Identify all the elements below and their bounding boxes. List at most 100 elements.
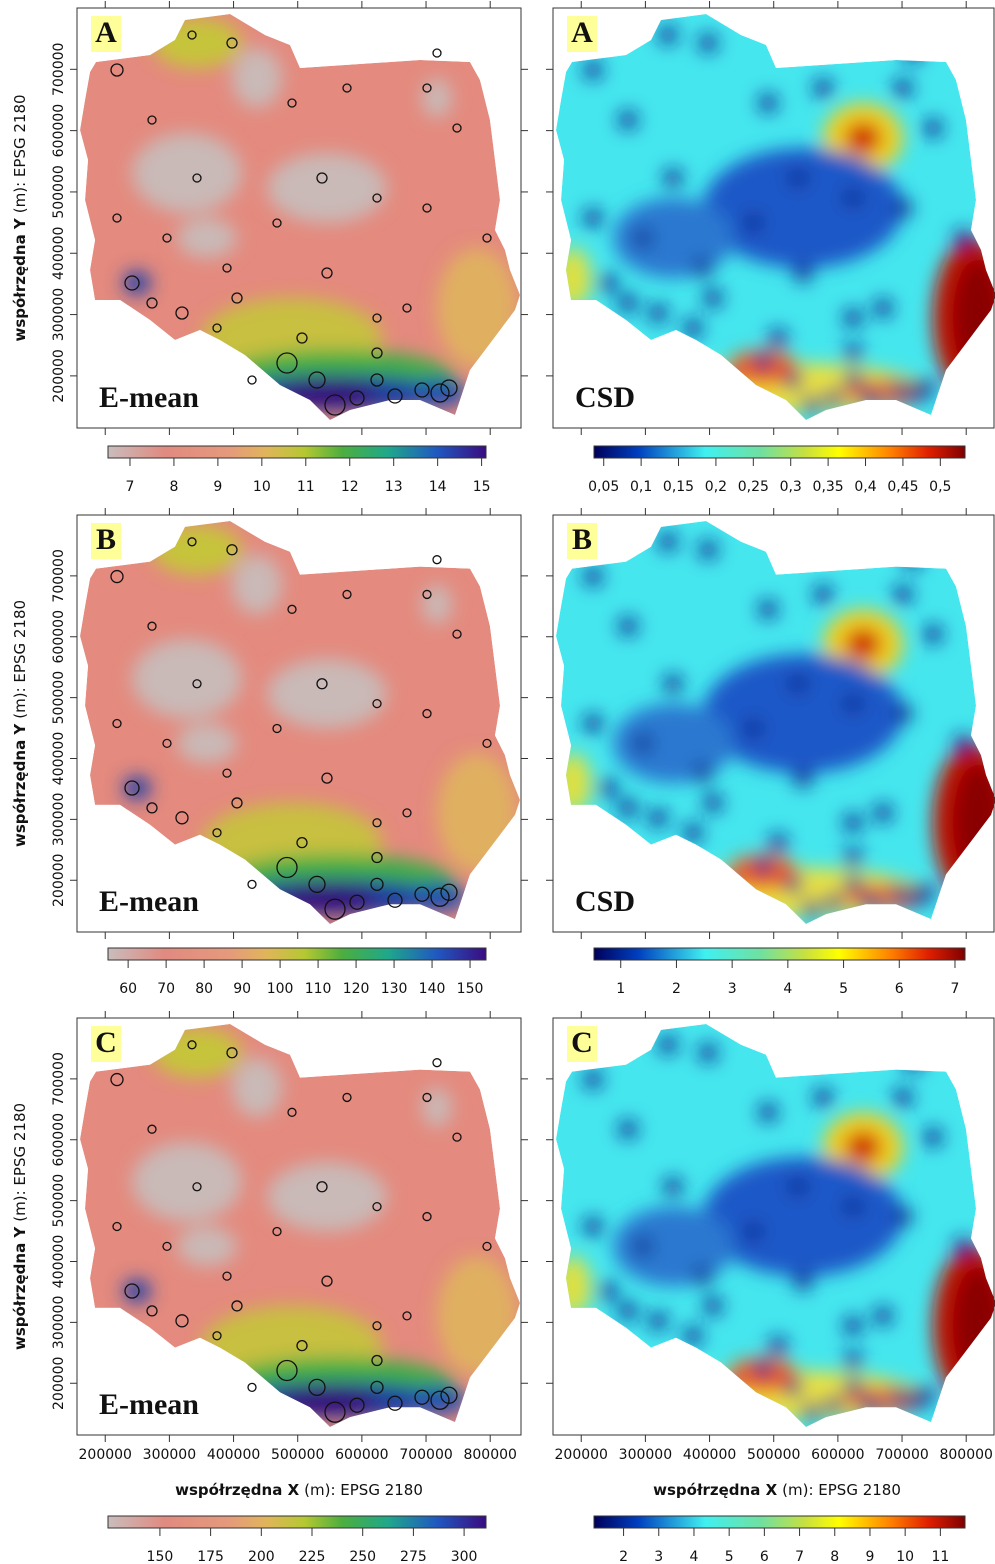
blob (152, 1028, 242, 1078)
blob (634, 1237, 652, 1255)
blob (744, 214, 762, 232)
blob (844, 695, 862, 713)
y-tick-label: 600000 (51, 1113, 67, 1166)
colorbar-tick-label: 0,35 (813, 479, 844, 495)
blob (744, 1222, 762, 1240)
y-tick-label: 300000 (51, 1296, 67, 1349)
colorbar-tick-label: 11 (297, 479, 315, 495)
blob (862, 387, 880, 405)
blob (659, 533, 677, 551)
y-axis-title-rest: (m): EPSG 2180 (11, 600, 29, 719)
blob (844, 814, 862, 832)
blob (684, 1327, 702, 1345)
blob (954, 734, 972, 752)
blob (845, 122, 881, 154)
colorbar-tick-label: 8 (169, 479, 178, 495)
blob (152, 18, 242, 68)
colorbar-tick-label: 5 (725, 1549, 734, 1564)
blob (177, 724, 237, 764)
blob (769, 329, 787, 347)
blob (916, 1386, 934, 1404)
x-tick-label: 200000 (555, 1447, 608, 1463)
blob (904, 1054, 922, 1072)
blob (784, 875, 802, 893)
blob (619, 617, 637, 635)
station (433, 49, 441, 57)
colorbar-tick-label: 225 (299, 1549, 326, 1564)
panel-title: E-mean (99, 1388, 199, 1421)
blob (802, 396, 820, 414)
blob (634, 734, 652, 752)
blob (123, 1279, 151, 1303)
x-axis-title: współrzędna X(m): EPSG 2180 (653, 1481, 901, 1499)
x-axis-title-rest: (m): EPSG 2180 (304, 1481, 423, 1499)
blob (613, 1207, 733, 1286)
colorbar-tick-label: 0,05 (588, 479, 619, 495)
station (248, 880, 256, 888)
colorbar-tick-label: 2 (672, 981, 681, 997)
blob (703, 148, 903, 268)
y-tick-label: 300000 (51, 793, 67, 846)
colorbar-tick-label: 0,5 (929, 479, 951, 495)
blob (123, 776, 151, 800)
blob (619, 1302, 637, 1320)
blob (954, 1237, 972, 1255)
y-axis-title-rest: (m): EPSG 2180 (11, 1103, 29, 1222)
blob (824, 893, 842, 911)
blob (844, 309, 862, 327)
blob (844, 344, 862, 362)
blob (719, 1378, 737, 1396)
y-axis-title: współrzędna Y(m): EPSG 2180 (11, 1103, 29, 1350)
blob (694, 764, 712, 782)
y-axis-title: współrzędna Y(m): EPSG 2180 (11, 600, 29, 847)
colorbar-tick-label: 9 (866, 1549, 875, 1564)
y-tick-label: 600000 (51, 104, 67, 157)
blob (584, 568, 602, 586)
blob (844, 875, 862, 893)
blob (794, 769, 812, 787)
colorbar-tick-label: 6 (760, 1549, 769, 1564)
blob (232, 1058, 282, 1118)
blob (814, 79, 832, 97)
colorbar-tick-label: 15 (473, 479, 491, 495)
blob (916, 379, 934, 397)
blob (845, 628, 881, 660)
x-tick-label: 700000 (399, 1447, 452, 1463)
colorbar-tick-label: 0,4 (854, 479, 876, 495)
x-tick-label: 400000 (207, 1447, 260, 1463)
x-tick-label: 300000 (619, 1447, 672, 1463)
x-tick-label: 800000 (939, 1447, 992, 1463)
colorbar-tick-label: 6 (895, 981, 904, 997)
blob (437, 1256, 517, 1375)
blob (789, 1178, 807, 1196)
blob (844, 849, 862, 867)
x-axis-title: współrzędna X(m): EPSG 2180 (175, 1481, 423, 1499)
blob (759, 94, 777, 112)
colorbar-tick-label: 12 (341, 479, 359, 495)
colorbar-tick-label: 13 (385, 479, 403, 495)
colorbar-tick-label: 0,15 (663, 479, 694, 495)
colorbar-tick-label: 2 (619, 1549, 628, 1564)
blob (232, 48, 282, 108)
y-tick-label: 200000 (51, 349, 67, 402)
blob (599, 1282, 617, 1300)
blob (232, 555, 282, 615)
map-surface (80, 1024, 520, 1427)
blob (664, 675, 682, 693)
blob (694, 1267, 712, 1285)
blob (824, 389, 842, 407)
blob (844, 1317, 862, 1335)
colorbar (594, 446, 965, 458)
blob (555, 753, 591, 813)
y-tick-label: 400000 (51, 732, 67, 785)
panel-letter: B (96, 523, 116, 556)
colorbar-tick-label: 70 (157, 981, 175, 997)
blob (894, 199, 912, 217)
panel-letter: A (571, 16, 593, 49)
station (248, 1383, 256, 1391)
blob (584, 209, 602, 227)
x-tick-label: 500000 (747, 1447, 800, 1463)
blob (704, 794, 722, 812)
x-tick-label: 400000 (683, 1447, 736, 1463)
x-tick-label: 500000 (271, 1447, 324, 1463)
